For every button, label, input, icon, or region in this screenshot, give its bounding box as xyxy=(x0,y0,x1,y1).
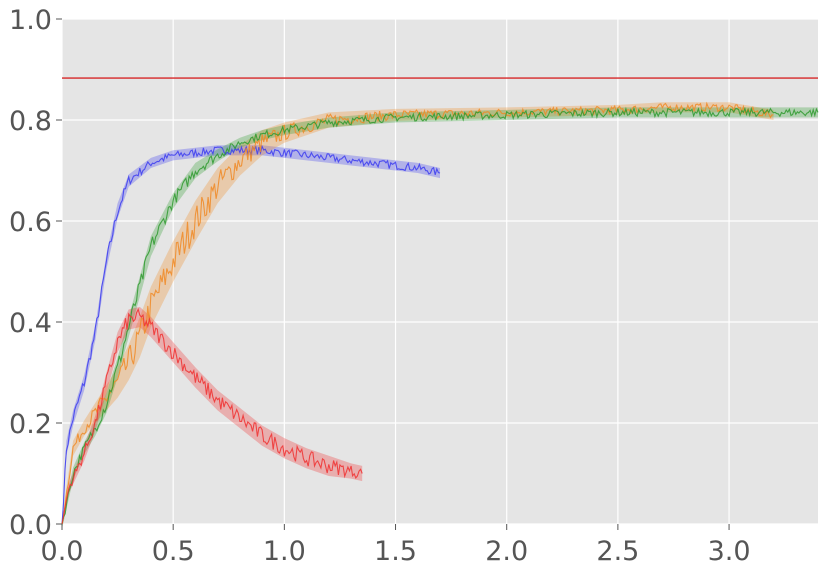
plot-background xyxy=(62,19,818,524)
x-tick-label: 2.5 xyxy=(596,536,639,567)
x-tick-label: 1.5 xyxy=(374,536,417,567)
series-3-line xyxy=(61,307,363,525)
y-tick-label: 1.0 xyxy=(9,5,52,36)
y-tick-label: 0.4 xyxy=(9,308,52,339)
x-tick-labels: 0.0 0.5 1.0 1.5 2.0 2.5 3.0 xyxy=(41,524,751,567)
x-tick-label: 3.0 xyxy=(708,536,751,567)
y-tick-label: 0.8 xyxy=(9,106,52,137)
grid-lines xyxy=(61,18,818,525)
y-tick-label: 0.6 xyxy=(9,207,52,238)
series-1-line xyxy=(61,101,774,525)
series-lines xyxy=(61,101,819,525)
x-tick-label: 1.0 xyxy=(263,536,306,567)
x-tick-label: 0.0 xyxy=(41,536,84,567)
x-tick-label: 2.0 xyxy=(485,536,528,567)
y-tick-label: 0.2 xyxy=(9,409,52,440)
y-tick-labels: 0.0 0.2 0.4 0.6 0.8 1.0 xyxy=(9,5,62,541)
y-tick-label: 0.0 xyxy=(9,510,52,541)
x-tick-label: 0.5 xyxy=(152,536,195,567)
series-2-line xyxy=(61,106,819,525)
series-0-line xyxy=(61,144,441,525)
